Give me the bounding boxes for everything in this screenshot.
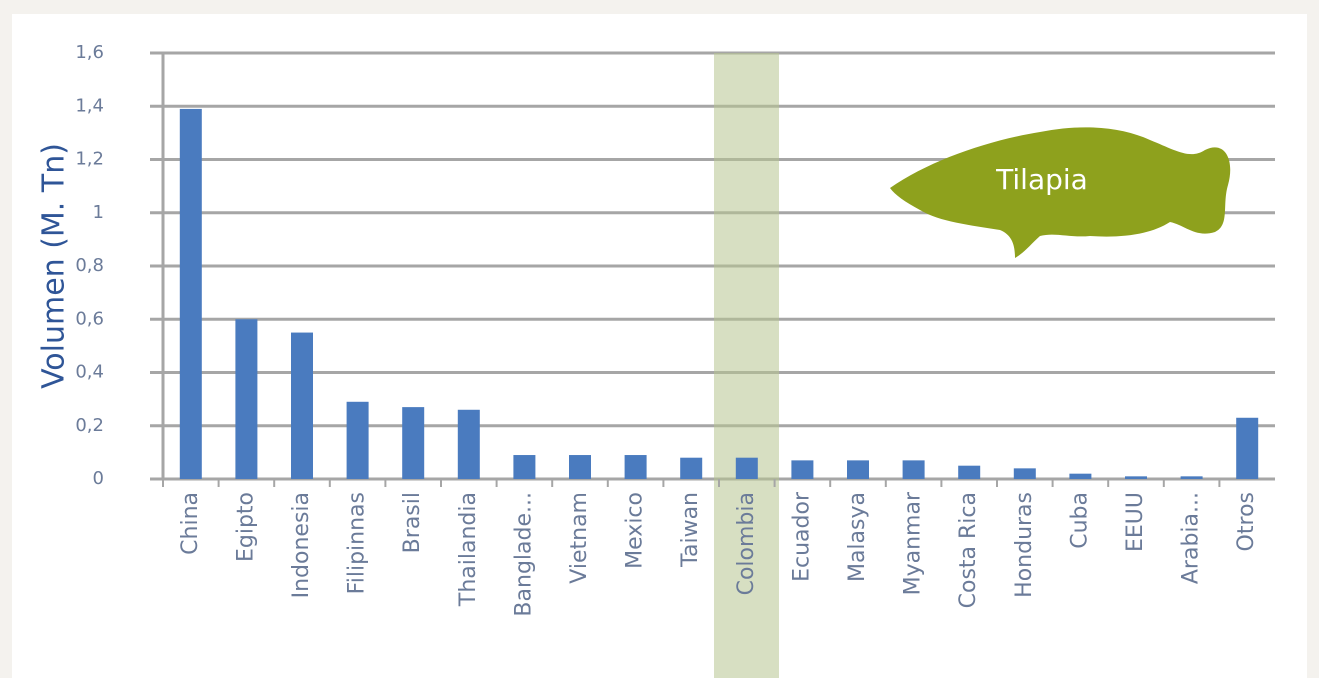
highlight-band	[714, 53, 779, 678]
x-tick-label: Costa Rica	[956, 492, 981, 608]
bar	[179, 108, 202, 479]
y-tick-label: 0,8	[75, 255, 104, 276]
x-tick-label: Colombia	[734, 492, 759, 595]
bar	[569, 455, 591, 479]
x-tick-label: Myanmar	[901, 491, 926, 595]
x-tick-label: Vietnam	[567, 492, 592, 584]
y-axis-label: Volumen (M. Tn)	[37, 143, 72, 389]
y-tick-label: 0	[93, 468, 104, 489]
fish-shape	[890, 127, 1231, 258]
x-tick-label: Honduras	[1012, 492, 1037, 598]
x-tick-label: Malasya	[845, 492, 870, 582]
y-tick-label: 0,6	[75, 308, 104, 329]
x-tick-label: Taiwan	[678, 492, 703, 568]
x-tick-label: Thailandia	[456, 492, 481, 607]
x-tick-label: China	[178, 492, 203, 555]
bar	[235, 319, 258, 479]
bar	[1180, 476, 1203, 479]
annotation: Tilapia	[995, 163, 1088, 196]
x-tick-label: Indonesia	[289, 492, 314, 598]
bar	[902, 460, 925, 479]
bar	[346, 401, 369, 479]
y-tick-label: 1	[93, 202, 104, 223]
bar	[791, 460, 814, 479]
bar	[735, 457, 758, 479]
y-tick-label: 1,4	[75, 95, 104, 116]
x-tick-label: Otros	[1234, 492, 1259, 551]
bar	[958, 465, 981, 479]
x-tick-label: Filipinnas	[345, 492, 370, 594]
bar	[457, 409, 480, 479]
bar	[1236, 417, 1259, 479]
bar	[1013, 468, 1036, 479]
x-tick-label: EEUU	[1123, 492, 1148, 552]
x-tick-label: Ecuador	[789, 491, 814, 582]
x-tick-label: Banglade...	[511, 492, 536, 617]
bar	[680, 457, 703, 479]
x-tick-label: Arabia...	[1179, 492, 1204, 584]
x-tick-label: Brasil	[400, 492, 425, 553]
bar	[402, 407, 425, 479]
bar	[624, 455, 647, 479]
bar	[1069, 473, 1092, 479]
bar	[847, 460, 869, 479]
x-tick-label: Egipto	[233, 492, 258, 562]
y-tick-label: 1,6	[75, 42, 104, 63]
x-tick-label: Cuba	[1067, 492, 1092, 549]
chart-panel	[12, 14, 1307, 678]
y-tick-label: 1,2	[75, 149, 104, 170]
y-tick-label: 0,2	[75, 415, 104, 436]
bar	[1125, 476, 1147, 479]
bar	[513, 455, 536, 479]
y-tick-label: 0,4	[75, 362, 104, 383]
x-tick-label: Mexico	[623, 492, 648, 569]
bar	[291, 332, 313, 479]
